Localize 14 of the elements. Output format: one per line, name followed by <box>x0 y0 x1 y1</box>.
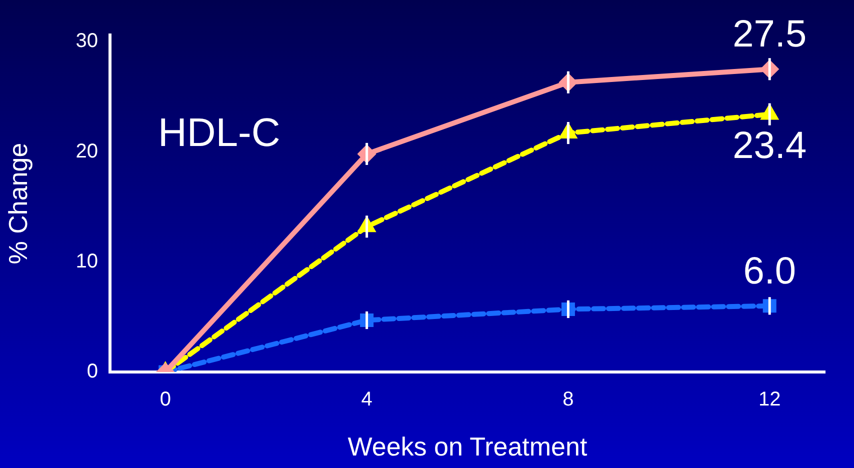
y-tick-label: 30 <box>76 30 98 52</box>
x-tick-label: 8 <box>562 388 574 411</box>
data-label: 27.5 <box>732 14 807 56</box>
y-tick-label: 10 <box>76 250 98 272</box>
x-tick-label: 12 <box>758 388 781 411</box>
x-tick-label: 4 <box>361 388 372 411</box>
y-tick-label: 20 <box>76 140 98 162</box>
data-label: 23.4 <box>732 124 807 167</box>
x-axis-title: Weeks on Treatment <box>348 432 588 462</box>
y-axis-title: % Change <box>2 142 33 264</box>
annotation: HDL-C <box>158 111 280 156</box>
y-tick-label: 0 <box>86 360 98 383</box>
data-label: 6.0 <box>743 250 796 292</box>
x-tick-label: 0 <box>160 388 171 411</box>
